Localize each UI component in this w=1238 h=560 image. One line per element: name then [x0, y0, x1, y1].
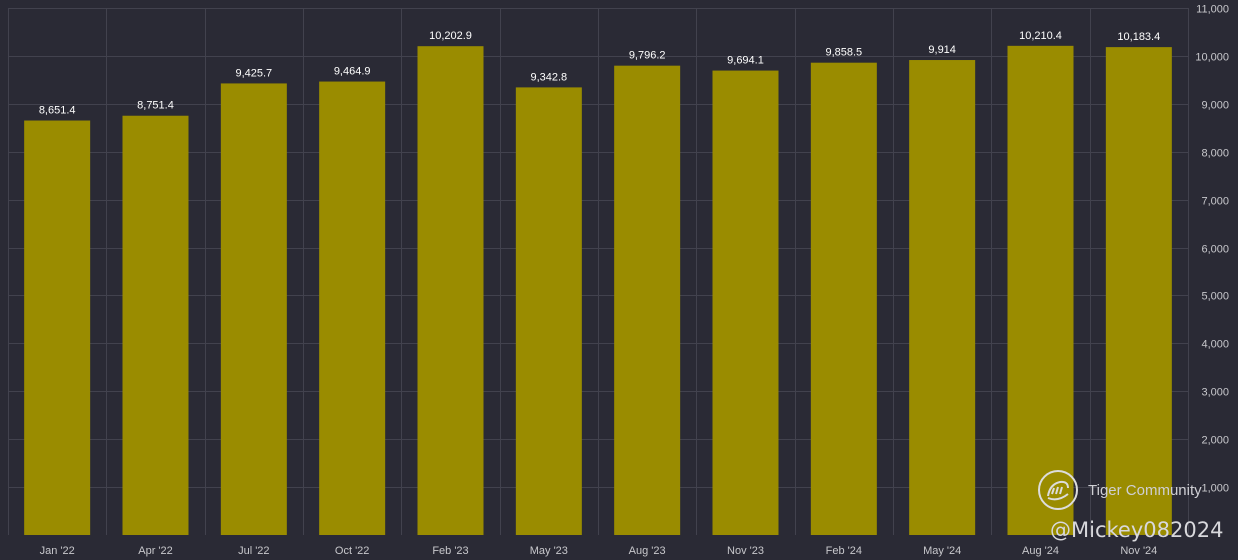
- y-tick-label: 6,000: [1201, 244, 1229, 256]
- data-label: 8,651.4: [39, 105, 76, 117]
- y-tick-label: 4,000: [1201, 339, 1229, 351]
- y-tick-label: 7,000: [1201, 196, 1229, 208]
- y-tick-label: 11,000: [1196, 4, 1229, 16]
- y-tick-label: 5,000: [1201, 291, 1229, 303]
- x-tick-label: Nov '23: [727, 545, 764, 557]
- bar: [515, 87, 582, 535]
- bar: [909, 60, 976, 536]
- bar: [122, 115, 189, 535]
- x-tick-label: Jan '22: [40, 545, 75, 557]
- y-tick-label: 9,000: [1201, 100, 1229, 112]
- watermark-handle: @Mickey082024: [1050, 518, 1224, 542]
- data-label: 10,183.4: [1117, 31, 1160, 43]
- x-tick-label: Apr '22: [138, 545, 173, 557]
- x-tick-label: Feb '24: [826, 545, 862, 557]
- data-label: 10,210.4: [1019, 30, 1062, 42]
- tiger-icon: [1038, 470, 1078, 510]
- data-label: 9,796.2: [629, 50, 666, 62]
- bar: [319, 81, 386, 536]
- data-label: 9,858.5: [825, 47, 862, 59]
- x-tick-label: Oct '22: [335, 545, 370, 557]
- watermark-brand: Tiger Community: [1088, 482, 1202, 499]
- x-tick-label: Jul '22: [238, 545, 269, 557]
- y-tick-label: 2,000: [1201, 435, 1229, 447]
- data-label: 8,751.4: [137, 100, 174, 112]
- data-label: 10,202.9: [429, 30, 472, 42]
- x-tick-label: May '24: [923, 545, 961, 557]
- bar: [24, 120, 91, 535]
- data-label: 9,464.9: [334, 66, 371, 78]
- x-tick-label: Feb '23: [432, 545, 468, 557]
- bar: [712, 70, 779, 535]
- y-tick-label: 8,000: [1201, 148, 1229, 160]
- bar: [810, 62, 877, 535]
- bar: [417, 46, 484, 536]
- bar: [220, 83, 287, 535]
- data-label: 9,342.8: [530, 71, 567, 83]
- x-tick-label: Aug '23: [629, 545, 666, 557]
- watermark: Tiger Community @Mickey082024: [1036, 468, 1232, 560]
- x-tick-label: Aug '24: [1022, 545, 1059, 557]
- data-label: 9,425.7: [235, 67, 272, 79]
- data-label: 9,914: [928, 44, 956, 56]
- x-tick-label: May '23: [530, 545, 568, 557]
- y-tick-label: 1,000: [1201, 483, 1229, 495]
- bar: [1105, 47, 1172, 536]
- y-tick-label: 3,000: [1201, 387, 1229, 399]
- bar: [1007, 45, 1074, 536]
- data-label: 9,694.1: [727, 55, 764, 67]
- x-tick-label: Nov '24: [1120, 545, 1157, 557]
- bar: [614, 65, 681, 535]
- y-tick-label: 10,000: [1195, 52, 1229, 64]
